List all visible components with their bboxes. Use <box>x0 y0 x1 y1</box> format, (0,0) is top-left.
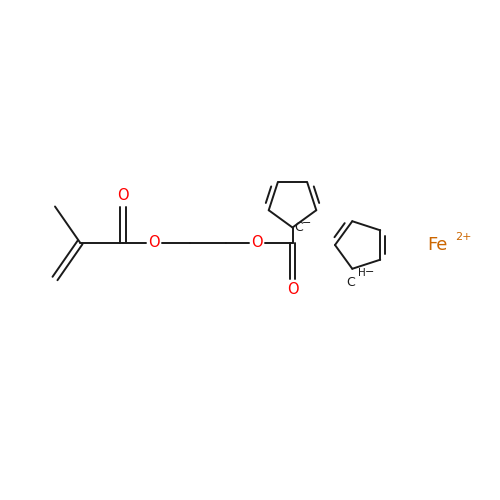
Text: 2+: 2+ <box>455 232 471 241</box>
Text: O: O <box>250 235 262 250</box>
Text: H: H <box>358 268 366 278</box>
Text: O: O <box>286 282 298 297</box>
Text: O: O <box>148 235 160 250</box>
Text: −: − <box>366 268 374 278</box>
Text: O: O <box>116 188 128 203</box>
Text: Fe: Fe <box>428 236 448 254</box>
Text: C: C <box>346 276 354 289</box>
Text: −: − <box>302 218 312 228</box>
Text: C: C <box>294 221 303 234</box>
